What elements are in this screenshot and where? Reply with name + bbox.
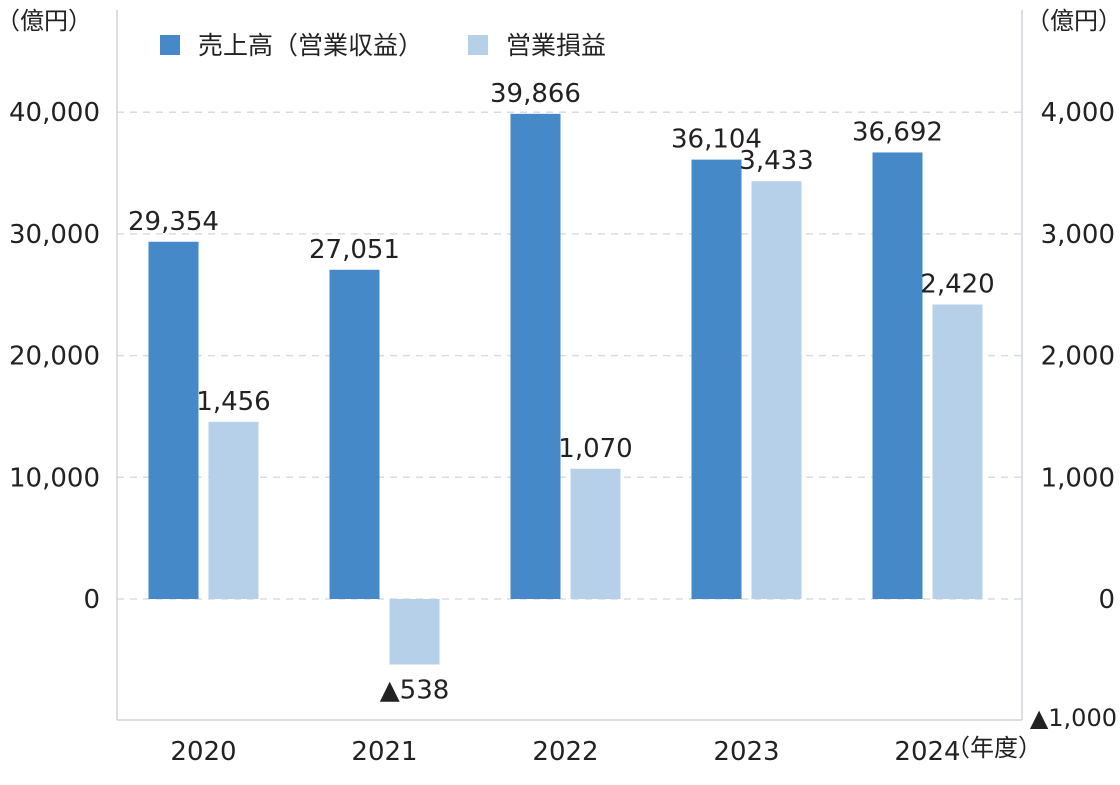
y-right-tick-label: 4,000 [1041, 98, 1115, 128]
data-label-sales-2020: 29,354 [128, 207, 219, 237]
bar-sales-2023 [691, 159, 742, 599]
bar-sales-2021 [329, 269, 380, 599]
gridlines [117, 111, 1022, 600]
data-label-operating-profit-2023: 3,433 [739, 146, 813, 176]
x-unit-label: （年度） [946, 734, 1042, 762]
data-label-sales-2024: 36,692 [852, 117, 943, 147]
y-right-tick-label: 1,000 [1041, 463, 1115, 493]
data-label-operating-profit-2022: 1,070 [558, 434, 632, 464]
x-tick-label: 2020 [170, 737, 236, 767]
bar-operating-profit-2020 [208, 421, 259, 599]
x-tick-label: 2023 [713, 737, 779, 767]
bar-operating-profit-2023 [751, 181, 802, 599]
y-right-tick-label: 0 [1098, 585, 1115, 615]
y-right-tick-label: 3,000 [1041, 220, 1115, 250]
x-tick-label: 2024 [894, 737, 960, 767]
legend: 売上高（営業収益） 営業損益 [160, 31, 606, 60]
axes [116, 10, 1023, 721]
bar-sales-2022 [510, 113, 561, 599]
y-left-unit-label: （億円） [0, 7, 92, 35]
data-label-sales-2022: 39,866 [490, 79, 581, 109]
x-tick-label: 2022 [532, 737, 598, 767]
bar-operating-profit-2021 [389, 599, 440, 665]
y-right-tick-label: ▲1,000 [1030, 704, 1117, 732]
y-right-tick-label: 2,000 [1041, 342, 1115, 372]
bar-operating-profit-2022 [570, 468, 621, 599]
legend-label-sales: 売上高（営業収益） [198, 31, 423, 60]
data-label-sales-2023: 36,104 [671, 125, 762, 155]
legend-swatch-operating-profit [468, 35, 488, 55]
y-left-tick-label: 0 [83, 585, 100, 615]
tick-labels: 0 10,000 20,000 30,000 40,000 ▲1,000 0 1,000 2,0… [0, 7, 1120, 767]
data-label-operating-profit-2020: 1,456 [196, 387, 270, 417]
y-left-tick-label: 30,000 [9, 220, 100, 250]
data-label-operating-profit-2021: ▲538 [380, 675, 450, 705]
y-left-tick-label: 20,000 [9, 342, 100, 372]
bar-sales-2024 [872, 152, 923, 599]
y-right-unit-label: （億円） [1026, 7, 1120, 35]
data-label-sales-2021: 27,051 [309, 235, 400, 265]
x-tick-label: 2021 [351, 737, 417, 767]
legend-label-operating-profit: 営業損益 [506, 31, 606, 60]
legend-swatch-sales [160, 35, 180, 55]
data-label-operating-profit-2024: 2,420 [920, 269, 994, 299]
bar-operating-profit-2024 [932, 304, 983, 599]
y-left-tick-label: 10,000 [9, 463, 100, 493]
y-left-tick-label: 40,000 [9, 98, 100, 128]
data-labels: 29,354 1,456 27,051 ▲538 39,866 1,070 36,1043,… [128, 79, 995, 706]
bars [148, 113, 983, 665]
bar-sales-2020 [148, 241, 199, 599]
